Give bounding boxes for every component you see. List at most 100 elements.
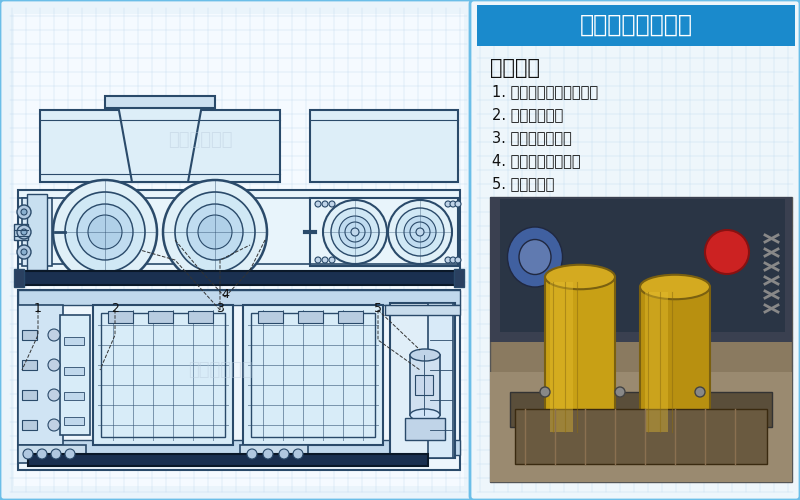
- Circle shape: [315, 257, 321, 263]
- Circle shape: [37, 449, 47, 459]
- Circle shape: [247, 449, 257, 459]
- Bar: [251, 313, 375, 437]
- Circle shape: [17, 225, 31, 239]
- Bar: [64, 417, 84, 425]
- Bar: [490, 197, 792, 482]
- Circle shape: [279, 449, 289, 459]
- Bar: [14, 224, 28, 240]
- Circle shape: [540, 387, 550, 397]
- Bar: [545, 277, 615, 437]
- Circle shape: [445, 201, 451, 207]
- Bar: [60, 315, 90, 435]
- FancyBboxPatch shape: [470, 0, 800, 500]
- Circle shape: [339, 216, 371, 248]
- Circle shape: [65, 449, 75, 459]
- Bar: [64, 392, 84, 400]
- Bar: [240, 445, 308, 463]
- Bar: [64, 337, 84, 345]
- Text: 2: 2: [111, 302, 119, 314]
- Bar: [18, 440, 460, 455]
- Circle shape: [450, 201, 456, 207]
- Text: 主要部件: 主要部件: [490, 58, 540, 78]
- Ellipse shape: [507, 227, 562, 287]
- Circle shape: [187, 204, 243, 260]
- Bar: [101, 313, 225, 437]
- Bar: [405, 418, 445, 440]
- Bar: [22, 420, 37, 430]
- Circle shape: [293, 449, 303, 459]
- Bar: [22, 390, 37, 400]
- Circle shape: [705, 230, 749, 274]
- Bar: [105, 96, 215, 108]
- Text: 3. 辊皮（易损件）: 3. 辊皮（易损件）: [492, 130, 572, 146]
- Bar: [410, 355, 440, 415]
- Bar: [188, 311, 213, 323]
- Circle shape: [163, 180, 267, 284]
- Bar: [14, 14, 464, 486]
- Circle shape: [351, 228, 359, 236]
- Polygon shape: [118, 105, 202, 182]
- Bar: [298, 311, 323, 323]
- Ellipse shape: [410, 409, 440, 421]
- Ellipse shape: [640, 275, 710, 299]
- Circle shape: [450, 257, 456, 263]
- Bar: [14, 269, 24, 287]
- Circle shape: [198, 215, 232, 249]
- Circle shape: [323, 200, 387, 264]
- Bar: [428, 303, 453, 458]
- Circle shape: [48, 389, 60, 401]
- Circle shape: [695, 387, 705, 397]
- Bar: [18, 290, 460, 305]
- Circle shape: [88, 215, 122, 249]
- Bar: [490, 372, 792, 482]
- Circle shape: [23, 449, 33, 459]
- Text: 巩义金联机械: 巩义金联机械: [188, 361, 252, 379]
- Circle shape: [17, 245, 31, 259]
- Bar: [640, 287, 710, 437]
- Circle shape: [396, 208, 444, 256]
- Circle shape: [445, 257, 451, 263]
- Circle shape: [315, 201, 321, 207]
- Circle shape: [48, 419, 60, 431]
- Bar: [645, 292, 668, 432]
- Circle shape: [51, 449, 61, 459]
- Bar: [258, 311, 283, 323]
- Circle shape: [65, 192, 145, 272]
- Text: 1: 1: [34, 302, 42, 314]
- Ellipse shape: [410, 349, 440, 361]
- Bar: [385, 305, 460, 315]
- Bar: [64, 367, 84, 375]
- Bar: [18, 271, 458, 285]
- Circle shape: [17, 205, 31, 219]
- Text: 4. 刮板（处理湿料）: 4. 刮板（处理湿料）: [492, 154, 581, 168]
- Bar: [338, 311, 363, 323]
- Polygon shape: [40, 110, 280, 182]
- Text: 3: 3: [216, 302, 224, 314]
- Circle shape: [322, 257, 328, 263]
- FancyBboxPatch shape: [0, 0, 474, 500]
- Bar: [28, 454, 428, 466]
- Text: 4: 4: [221, 288, 229, 302]
- Circle shape: [77, 204, 133, 260]
- Circle shape: [21, 209, 27, 215]
- Bar: [310, 198, 458, 266]
- Bar: [390, 303, 455, 458]
- Circle shape: [388, 200, 452, 264]
- Bar: [148, 311, 173, 323]
- Ellipse shape: [545, 265, 615, 289]
- Circle shape: [331, 208, 379, 256]
- Circle shape: [263, 449, 273, 459]
- Circle shape: [404, 216, 436, 248]
- Circle shape: [329, 201, 335, 207]
- Bar: [510, 392, 772, 427]
- Text: 5: 5: [374, 302, 382, 314]
- Bar: [310, 110, 458, 182]
- Bar: [27, 194, 47, 270]
- Circle shape: [615, 387, 625, 397]
- Text: 巩义金联机械: 巩义金联机械: [168, 131, 232, 149]
- Bar: [454, 269, 464, 287]
- Bar: [108, 311, 133, 323]
- Bar: [490, 197, 792, 342]
- Bar: [22, 198, 52, 266]
- Bar: [22, 330, 37, 340]
